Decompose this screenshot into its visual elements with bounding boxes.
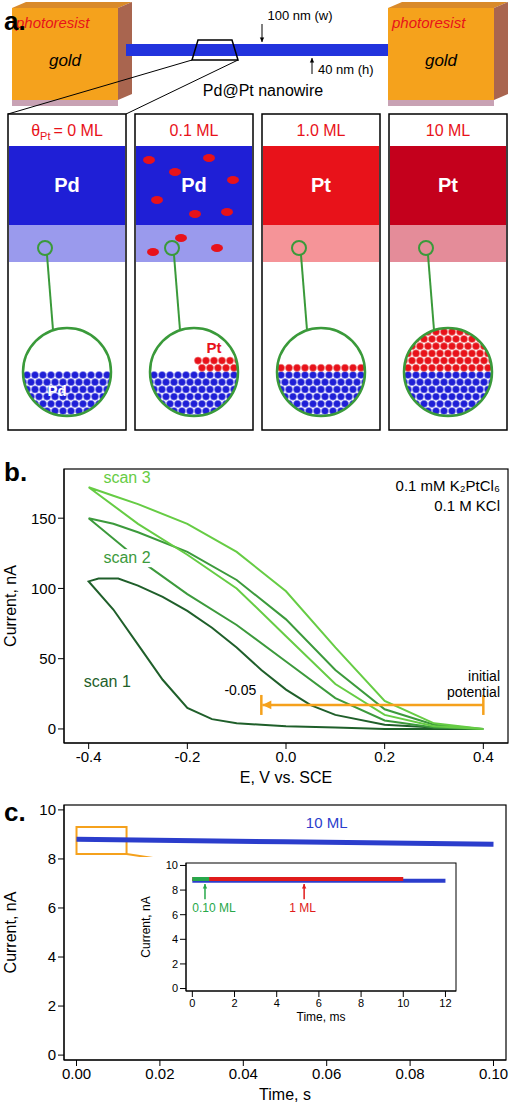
svg-text:10 ML: 10 ML xyxy=(306,814,348,831)
svg-text:0.04: 0.04 xyxy=(229,1065,258,1082)
svg-text:10: 10 xyxy=(166,859,178,871)
svg-text:photoresist: photoresist xyxy=(391,14,466,31)
svg-text:2: 2 xyxy=(172,958,178,970)
svg-text:b.: b. xyxy=(4,457,27,487)
svg-text:10: 10 xyxy=(39,801,56,818)
svg-text:0.4: 0.4 xyxy=(473,748,494,765)
svg-text:potential: potential xyxy=(447,684,500,700)
svg-text:4: 4 xyxy=(274,997,280,1009)
svg-text:Current, nA: Current, nA xyxy=(2,565,19,647)
svg-text:0.10: 0.10 xyxy=(479,1065,508,1082)
svg-text:0.08: 0.08 xyxy=(395,1065,424,1082)
svg-text:0.0: 0.0 xyxy=(276,748,297,765)
svg-text:10 ML: 10 ML xyxy=(426,122,471,139)
svg-text:0.1 mM K₂PtCl₆: 0.1 mM K₂PtCl₆ xyxy=(396,477,500,494)
svg-text:0.2: 0.2 xyxy=(374,748,395,765)
svg-text:Pd: Pd xyxy=(47,382,66,399)
svg-text:-0.4: -0.4 xyxy=(76,748,102,765)
svg-text:scan 3: scan 3 xyxy=(103,469,150,486)
svg-text:Pd@Pt nanowire: Pd@Pt nanowire xyxy=(203,82,323,99)
svg-text:0.1 ML: 0.1 ML xyxy=(170,122,219,139)
svg-text:0: 0 xyxy=(48,1046,56,1063)
svg-text:θPt= 0 ML: θPt= 0 ML xyxy=(31,122,103,142)
svg-text:10: 10 xyxy=(397,997,409,1009)
svg-text:8: 8 xyxy=(48,850,56,867)
svg-text:c.: c. xyxy=(4,797,26,827)
svg-text:a.: a. xyxy=(4,6,26,36)
svg-text:-0.2: -0.2 xyxy=(174,748,200,765)
svg-text:gold: gold xyxy=(49,51,82,70)
svg-text:4: 4 xyxy=(48,948,56,965)
svg-text:100: 100 xyxy=(31,580,56,597)
svg-text:0: 0 xyxy=(48,720,56,737)
svg-text:0.06: 0.06 xyxy=(312,1065,341,1082)
svg-text:0: 0 xyxy=(172,982,178,994)
svg-text:Time, s: Time, s xyxy=(259,1086,311,1103)
svg-text:Pt: Pt xyxy=(438,174,458,196)
svg-text:Pd: Pd xyxy=(54,174,80,196)
svg-text:1.0 ML: 1.0 ML xyxy=(297,122,346,139)
svg-text:Current, nA: Current, nA xyxy=(139,896,153,957)
svg-text:6: 6 xyxy=(172,909,178,921)
svg-text:8: 8 xyxy=(358,997,364,1009)
svg-text:2: 2 xyxy=(48,997,56,1014)
svg-text:0.02: 0.02 xyxy=(145,1065,174,1082)
svg-text:1 ML: 1 ML xyxy=(289,901,316,915)
svg-text:8: 8 xyxy=(172,884,178,896)
svg-text:12: 12 xyxy=(439,997,451,1009)
svg-text:Pt: Pt xyxy=(311,174,331,196)
svg-text:2: 2 xyxy=(231,997,237,1009)
svg-text:100 nm (w): 100 nm (w) xyxy=(267,8,332,23)
svg-text:initial: initial xyxy=(468,668,500,684)
svg-text:Pt: Pt xyxy=(207,339,222,356)
svg-text:Pd: Pd xyxy=(181,174,207,196)
svg-text:0: 0 xyxy=(189,997,195,1009)
svg-text:-0.05: -0.05 xyxy=(224,682,256,698)
svg-text:50: 50 xyxy=(39,650,56,667)
svg-text:0.10 ML: 0.10 ML xyxy=(192,901,236,915)
svg-text:E, V vs. SCE: E, V vs. SCE xyxy=(240,769,332,786)
svg-text:0.1 M KCl: 0.1 M KCl xyxy=(434,497,500,514)
svg-text:scan 2: scan 2 xyxy=(103,549,150,566)
svg-text:photoresist: photoresist xyxy=(15,14,90,31)
svg-text:0.00: 0.00 xyxy=(62,1065,91,1082)
svg-text:Current, nA: Current, nA xyxy=(2,891,19,973)
svg-text:Time, ms: Time, ms xyxy=(297,1010,346,1024)
svg-text:40 nm (h): 40 nm (h) xyxy=(318,62,374,77)
svg-text:150: 150 xyxy=(31,510,56,527)
svg-text:4: 4 xyxy=(172,933,178,945)
svg-text:6: 6 xyxy=(316,997,322,1009)
svg-text:gold: gold xyxy=(425,51,458,70)
svg-text:scan 1: scan 1 xyxy=(84,673,131,690)
svg-text:6: 6 xyxy=(48,899,56,916)
